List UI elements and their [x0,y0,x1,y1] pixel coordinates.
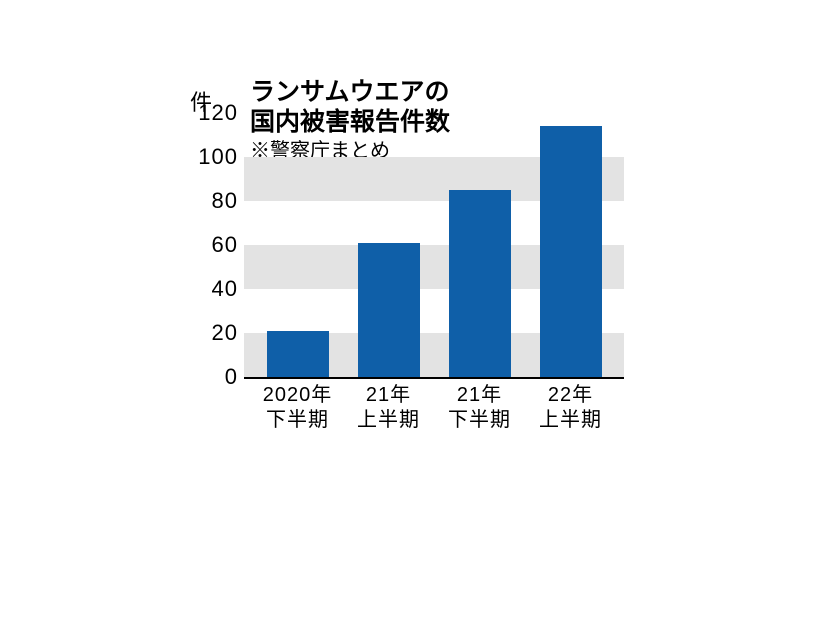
y-tick: 60 [212,232,238,258]
x-label: 2020年下半期 [263,383,333,433]
y-tick: 0 [225,364,238,390]
y-tick: 100 [198,144,238,170]
bars-container: 2020年下半期21年上半期21年下半期22年上半期 [244,115,624,377]
y-tick: 80 [212,188,238,214]
bar [540,126,602,377]
bar [358,243,420,377]
y-tick: 20 [212,320,238,346]
bar-slot: 21年下半期 [434,115,525,377]
chart-title-line1: ランサムウエアの [250,77,450,107]
plot-area: 2020年下半期21年上半期21年下半期22年上半期 0204060801001… [244,115,624,379]
y-tick: 40 [212,276,238,302]
bar [267,331,329,377]
y-tick: 120 [198,100,238,126]
bar [449,190,511,377]
bar-slot: 21年上半期 [343,115,434,377]
bar-slot: 22年上半期 [525,115,616,377]
ransomware-chart: 件 ランサムウエアの 国内被害報告件数 ※警察庁まとめ 2020年下半期21年上… [200,115,640,445]
x-label: 21年下半期 [448,383,511,433]
bar-slot: 2020年下半期 [252,115,343,377]
x-label: 22年上半期 [539,383,602,433]
x-label: 21年上半期 [357,383,420,433]
